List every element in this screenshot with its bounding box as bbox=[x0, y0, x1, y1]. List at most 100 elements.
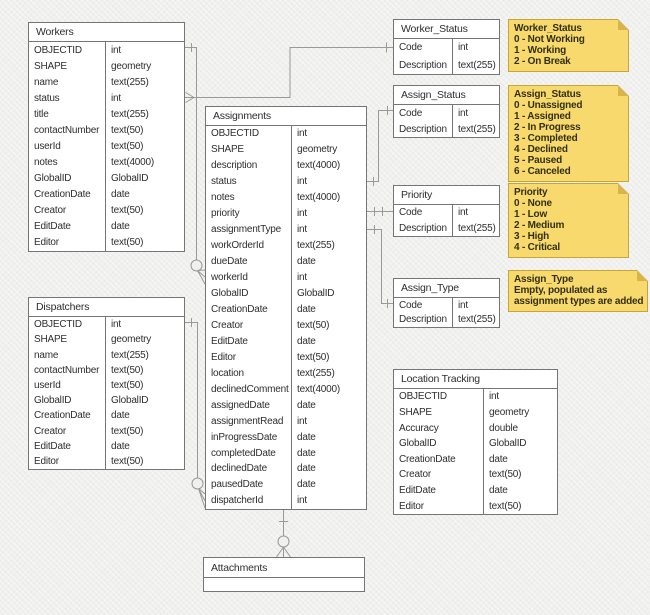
table-assign-status: Assign_Status Code int Description text(… bbox=[393, 85, 500, 138]
field-type: text(255) bbox=[452, 312, 499, 327]
note-line: 6 - Canceled bbox=[514, 166, 571, 177]
field-name: OBJECTID bbox=[34, 319, 82, 331]
field-type: text(4000) bbox=[291, 381, 366, 398]
field-type: int bbox=[291, 492, 366, 509]
connector-assignments-priority-to-priority bbox=[367, 207, 393, 216]
field-type: date bbox=[105, 218, 184, 235]
table-row: Creator text(50) bbox=[394, 467, 557, 483]
field-name: Editor bbox=[211, 351, 236, 363]
note-line: 1 - Working bbox=[514, 45, 567, 56]
field-type: text(255) bbox=[105, 347, 184, 363]
table-workers: Workers OBJECTID int SHAPE geometry name… bbox=[28, 22, 185, 252]
field-name: declinedDate bbox=[211, 463, 267, 475]
note-line: 4 - Critical bbox=[514, 242, 560, 253]
table-row: GlobalID GlobalID bbox=[29, 170, 184, 187]
field-type: double bbox=[483, 420, 557, 436]
note-line: 3 - Completed bbox=[514, 133, 578, 144]
field-type: int bbox=[291, 126, 366, 142]
field-type: text(50) bbox=[105, 362, 184, 378]
field-name: name bbox=[34, 76, 59, 88]
field-type: date bbox=[291, 461, 366, 477]
field-name: completedDate bbox=[211, 447, 276, 459]
table-row: SHAPE geometry bbox=[29, 58, 184, 75]
table-row: Editor text(50) bbox=[394, 498, 557, 514]
table-title: Assignments bbox=[206, 107, 366, 126]
field-name: status bbox=[34, 92, 60, 104]
field-name: EditDate bbox=[211, 335, 248, 347]
table-row: Editor text(50) bbox=[29, 453, 184, 470]
table-row: Description text(255) bbox=[394, 121, 499, 137]
field-name: inProgressDate bbox=[211, 431, 278, 443]
field-type: GlobalID bbox=[105, 393, 184, 409]
field-type: int bbox=[452, 205, 499, 221]
field-name: Description bbox=[399, 123, 447, 135]
table-row: assignmentRead int bbox=[206, 413, 366, 430]
field-type: date bbox=[291, 301, 366, 318]
note-lines: 0 - Unassigned 1 - Assigned 2 - In Progres… bbox=[514, 100, 624, 177]
table-row: Code int bbox=[394, 105, 499, 121]
crowsfoot-many-icon bbox=[197, 269, 206, 285]
field-name: assignedDate bbox=[211, 399, 270, 411]
field-type: text(255) bbox=[291, 365, 366, 382]
table-title: Attachments bbox=[204, 558, 364, 578]
note-line: 0 - Not Working bbox=[514, 34, 585, 45]
table-row: description text(4000) bbox=[206, 157, 366, 174]
table-row: SHAPE geometry bbox=[29, 332, 184, 348]
field-name: contactNumber bbox=[34, 124, 100, 136]
field-type: text(50) bbox=[105, 202, 184, 219]
table-location-tracking: Location Tracking OBJECTID int SHAPE geo… bbox=[393, 369, 558, 515]
field-name: declinedComment bbox=[211, 383, 289, 395]
field-list: Code int Description text(255) bbox=[394, 298, 499, 327]
connector-dispatchers-objectid-to-assignments-dispatcherid bbox=[185, 318, 206, 509]
table-title: Priority bbox=[394, 186, 499, 205]
table-row: name text(255) bbox=[29, 347, 184, 363]
field-list: OBJECTID int SHAPE geometry Accuracy dou… bbox=[394, 389, 557, 514]
field-name: GlobalID bbox=[34, 173, 72, 185]
connector-assignments-assignmenttype-to-assign-type bbox=[367, 225, 393, 308]
note-priority: Priority 0 - None 1 - Low 2 - Medium 3 - Hi… bbox=[508, 183, 629, 258]
field-type: int bbox=[291, 269, 366, 286]
field-type: int bbox=[291, 221, 366, 238]
table-row: OBJECTID int bbox=[29, 42, 184, 59]
field-name: userId bbox=[34, 379, 61, 391]
table-priority: Priority Code int Description text(255) bbox=[393, 185, 500, 237]
table-row: workOrderId text(255) bbox=[206, 237, 366, 254]
field-type: text(255) bbox=[452, 56, 499, 74]
table-row: Accuracy double bbox=[394, 420, 557, 436]
table-row: Creator text(50) bbox=[206, 317, 366, 334]
field-list: Code int Description text(255) bbox=[394, 105, 499, 137]
note-assign-status: Assign_Status 0 - Unassigned 1 - Assigned… bbox=[508, 85, 629, 182]
field-name: contactNumber bbox=[34, 364, 100, 376]
table-row: OBJECTID int bbox=[206, 126, 366, 142]
field-type: date bbox=[291, 333, 366, 350]
table-row: OBJECTID int bbox=[394, 389, 557, 405]
table-title: Assign_Type bbox=[394, 279, 499, 298]
field-name: GlobalID bbox=[211, 288, 249, 299]
table-row: declinedComment text(4000) bbox=[206, 381, 366, 398]
table-row: userId text(50) bbox=[29, 377, 184, 394]
field-type: date bbox=[105, 186, 184, 203]
field-name: Code bbox=[399, 207, 423, 219]
field-name: description bbox=[211, 160, 258, 172]
table-row: Code int bbox=[394, 205, 499, 221]
field-type: text(50) bbox=[105, 234, 184, 252]
field-name: Editor bbox=[34, 237, 59, 249]
field-type: text(50) bbox=[105, 377, 184, 394]
table-title: Workers bbox=[29, 23, 184, 42]
field-name: OBJECTID bbox=[399, 391, 447, 403]
note-line: 4 - Declined bbox=[514, 144, 568, 155]
field-type: date bbox=[291, 476, 366, 493]
zero-circle-icon bbox=[191, 477, 204, 490]
field-name: Description bbox=[399, 59, 447, 71]
table-row: Creator text(50) bbox=[29, 202, 184, 219]
field-type: int bbox=[483, 389, 557, 405]
table-row: userId text(50) bbox=[29, 138, 184, 155]
note-title: Worker_Status bbox=[514, 23, 582, 34]
zero-circle-icon bbox=[190, 259, 203, 272]
field-type: text(50) bbox=[105, 423, 184, 439]
field-name: SHAPE bbox=[34, 334, 67, 346]
field-type: text(50) bbox=[105, 122, 184, 139]
table-row: GlobalID GlobalID bbox=[29, 393, 184, 409]
note-line: Empty, populated as bbox=[514, 285, 608, 296]
table-row: EditDate date bbox=[206, 333, 366, 350]
